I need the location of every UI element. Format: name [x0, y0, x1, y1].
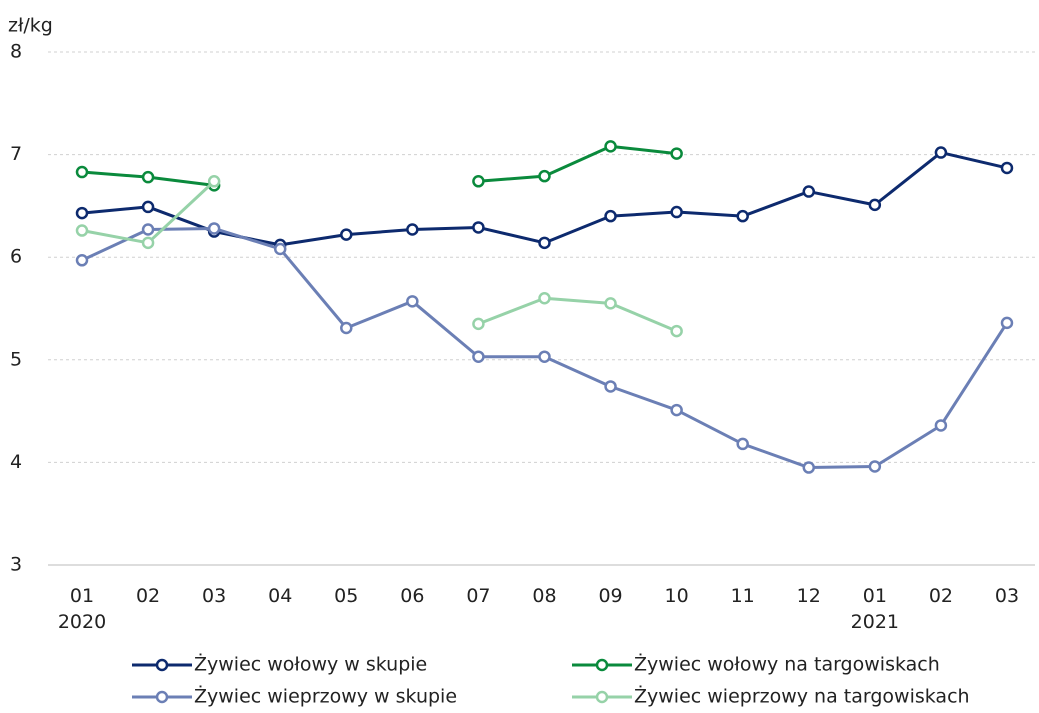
- x-tick-label: 02: [929, 585, 953, 607]
- x-tick-label: 03: [995, 585, 1019, 607]
- legend-marker: [595, 658, 609, 672]
- point: [736, 209, 749, 223]
- point: [934, 146, 948, 159]
- x-tick-label: 05: [334, 585, 358, 607]
- legend-marker: [155, 690, 169, 704]
- y-tick-label: 3: [10, 554, 22, 576]
- point: [141, 170, 155, 184]
- point: [472, 350, 485, 363]
- point: [406, 223, 419, 236]
- point: [207, 222, 221, 235]
- point: [1000, 161, 1014, 175]
- point: [538, 350, 551, 363]
- y-tick-label: 6: [10, 246, 22, 268]
- x-tick-label: 02: [136, 585, 160, 607]
- point: [406, 295, 419, 308]
- point: [141, 200, 155, 214]
- point: [273, 242, 287, 256]
- legend-marker: [595, 690, 609, 704]
- point: [670, 205, 683, 219]
- y-axis-label: zł/kg: [8, 15, 53, 37]
- y-tick-label: 5: [10, 348, 22, 370]
- y-tick-label: 4: [10, 451, 22, 473]
- point: [670, 403, 683, 417]
- point: [472, 317, 485, 331]
- legend-label: Żywiec wołowy w skupie: [194, 653, 427, 676]
- y-tick-label: 8: [10, 41, 22, 63]
- point: [472, 221, 485, 234]
- x-tick-label: 01 2021: [851, 585, 899, 633]
- point: [340, 228, 353, 241]
- point: [802, 461, 816, 474]
- point: [75, 165, 89, 179]
- point: [472, 175, 485, 188]
- x-tick-label: 11: [731, 585, 755, 607]
- point: [736, 437, 749, 451]
- point: [538, 291, 551, 305]
- point: [604, 209, 617, 223]
- series-line: [81, 226, 1009, 470]
- point: [1000, 316, 1014, 330]
- x-tick-label: 07: [466, 585, 490, 607]
- x-tick-label: 09: [598, 585, 622, 607]
- point: [75, 224, 89, 237]
- point: [207, 175, 221, 188]
- series-line: [81, 180, 678, 333]
- point: [75, 254, 89, 267]
- point: [141, 223, 155, 236]
- point: [75, 206, 89, 220]
- x-tick-label: 03: [202, 585, 226, 607]
- x-tick-label: 01 2020: [58, 585, 106, 633]
- point: [670, 324, 683, 338]
- point: [934, 419, 948, 432]
- point: [670, 147, 683, 160]
- point: [141, 236, 155, 250]
- point: [868, 198, 882, 212]
- x-tick-label: 06: [400, 585, 424, 607]
- x-tick-label: 12: [797, 585, 821, 607]
- point: [604, 140, 617, 153]
- legend-label: Żywiec wołowy na targowiskach: [634, 653, 940, 676]
- legend-label: Żywiec wieprzowy w skupie: [194, 685, 457, 708]
- x-tick-label: 04: [268, 585, 292, 607]
- legend-label: Żywiec wieprzowy na targowiskach: [634, 685, 970, 708]
- x-tick-label: 08: [532, 585, 556, 607]
- x-tick-label: 10: [665, 585, 689, 607]
- legend-marker: [155, 658, 169, 672]
- point: [604, 380, 617, 393]
- point: [340, 321, 353, 335]
- point: [538, 169, 551, 183]
- point: [604, 297, 617, 310]
- y-tick-label: 7: [10, 143, 22, 165]
- series-line: [81, 144, 677, 187]
- point: [868, 460, 882, 473]
- point: [538, 236, 551, 250]
- point: [802, 185, 816, 198]
